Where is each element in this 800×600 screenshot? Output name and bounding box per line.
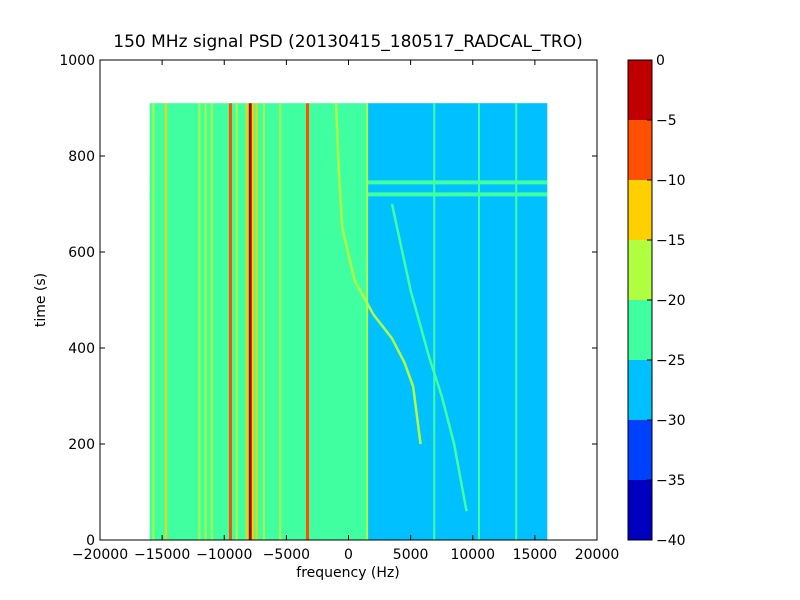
x-tick-label: 20000: [575, 547, 620, 563]
y-axis-label: time (s): [33, 273, 49, 327]
colorbar-band: [628, 120, 652, 180]
y-tick-label: 200: [68, 437, 95, 453]
y-tick-label: 1000: [59, 53, 95, 69]
y-tick-label: 400: [68, 341, 95, 357]
colorbar: −40 −35 −30 −25 −20 −15 −10 −5 0: [627, 53, 686, 549]
colorbar-tick-label: −20: [656, 293, 686, 309]
x-tick-label: −20000: [72, 547, 128, 563]
colorbar-band: [628, 360, 652, 420]
heatmap-region: [149, 103, 368, 540]
heatmap-drift-track: [334, 103, 422, 445]
y-tick-label: 600: [68, 245, 95, 261]
x-tick-label: 10000: [450, 547, 495, 563]
colorbar-tick-label: −30: [656, 413, 686, 429]
x-tick-label: 0: [344, 547, 353, 563]
heatmap-drift-track: [390, 203, 468, 512]
chart-title: 150 MHz signal PSD (20130415_180517_RADC…: [113, 32, 582, 52]
plot-area: [99, 59, 598, 541]
y-tick-label: 800: [68, 149, 95, 165]
colorbar-tick-label: −10: [656, 173, 686, 189]
x-tick-label: −10000: [196, 547, 252, 563]
colorbar-band: [628, 180, 652, 240]
colorbar-tick-label: −40: [656, 533, 686, 549]
y-axis: 0 200 400 600 800 1000: [59, 53, 597, 549]
x-axis: −20000 −15000 −10000 −5000 0 5000 10000 15000 20…: [72, 60, 619, 563]
colorbar-tick-label: −25: [656, 353, 686, 369]
y-tick-label: 0: [86, 533, 95, 549]
colorbar-band: [628, 480, 652, 540]
x-tick-label: −5000: [263, 547, 310, 563]
heatmap-region: [367, 103, 548, 540]
colorbar-tick-label: −35: [656, 473, 686, 489]
x-axis-label: frequency (Hz): [296, 565, 399, 581]
colorbar-tick-label: −15: [656, 233, 686, 249]
colorbar-band: [628, 240, 652, 300]
colorbar-tick-label: 0: [656, 53, 665, 69]
colorbar-band: [628, 300, 652, 360]
colorbar-tick-label: −5: [656, 113, 677, 129]
x-tick-label: 15000: [513, 547, 558, 563]
colorbar-band: [628, 60, 652, 120]
x-tick-label: 5000: [393, 547, 429, 563]
colorbar-band: [628, 420, 652, 480]
x-tick-label: −15000: [134, 547, 190, 563]
